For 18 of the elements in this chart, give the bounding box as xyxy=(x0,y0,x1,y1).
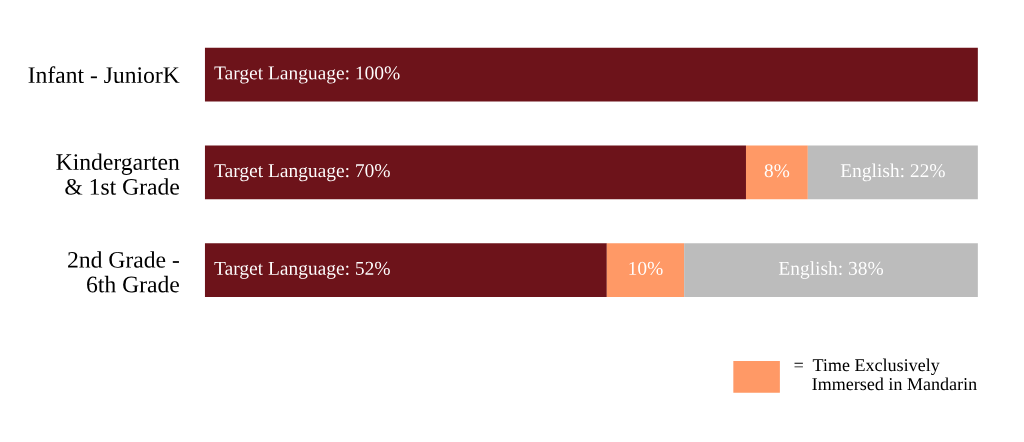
bar xyxy=(745,145,808,200)
data-label: Target Language: 70% xyxy=(214,164,390,182)
data-label: 8% xyxy=(764,164,790,178)
bar xyxy=(606,243,685,297)
y-tick-label: 2nd Grade - 6th Grade xyxy=(68,251,179,293)
data-label: English: 22% xyxy=(840,163,945,182)
bar xyxy=(684,243,978,297)
bar xyxy=(204,145,746,200)
bar xyxy=(204,47,978,102)
data-label: 10% xyxy=(629,261,663,276)
y-tick-label: Kindergarten & 1st Grade xyxy=(56,153,180,195)
data-label: English: 38% xyxy=(778,261,884,279)
data-label: Target Language: 100% xyxy=(214,66,400,84)
data-label: Target Language: 52% xyxy=(214,261,390,279)
bar xyxy=(204,243,607,297)
bar xyxy=(807,145,978,200)
y-tick-label: Infant - JuniorK xyxy=(28,66,180,84)
legend-label: = Time Exclusively Immersed in Mandarin xyxy=(794,358,977,391)
